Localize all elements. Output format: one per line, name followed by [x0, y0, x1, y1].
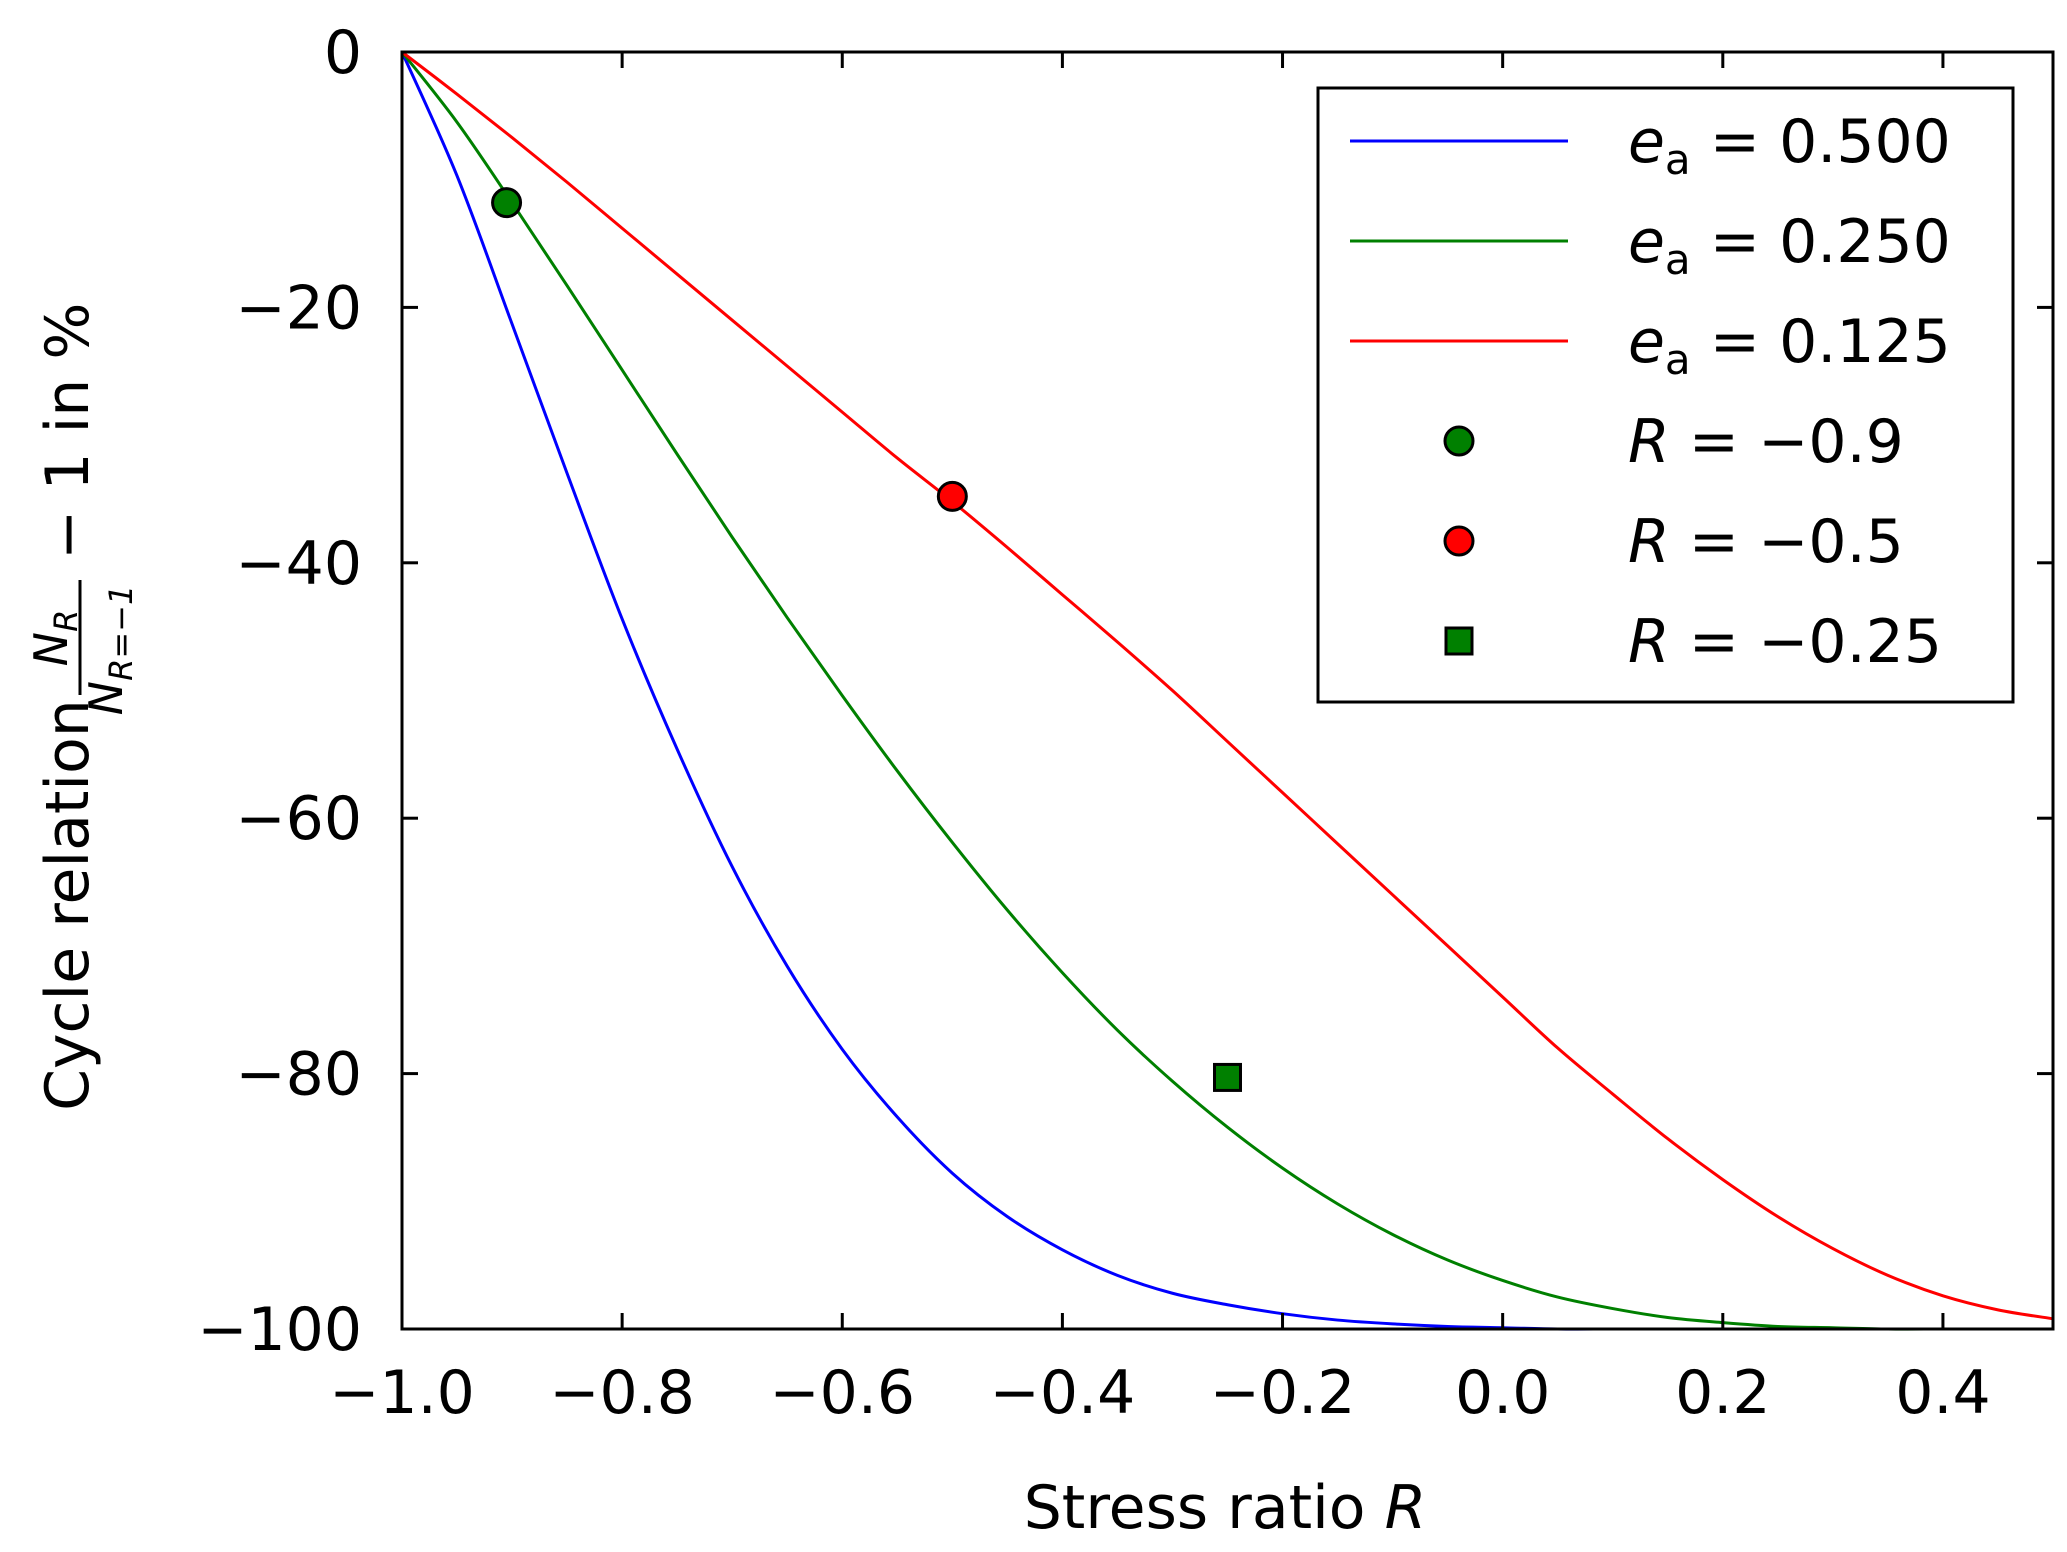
y-axis-title-numerator: NR: [24, 610, 85, 667]
x-axis-title: Stress ratio R: [1024, 1473, 1427, 1543]
legend: ea = 0.500 ea = 0.250 ea = 0.125 R = −0.9 R …: [1316, 86, 2015, 704]
marker-point-0: [491, 187, 523, 219]
y-axis-title-suffix: − 1 in %: [33, 303, 103, 560]
x-axis-title-var: R: [1385, 1473, 1427, 1543]
legend-swatch-3: [1443, 425, 1475, 457]
y-axis-title: Cycle relation NR NR=−1 − 1 in %: [24, 303, 140, 1111]
x-tick-label-0: −1.0: [329, 1358, 475, 1428]
legend-swatch-4: [1443, 525, 1475, 557]
tick-layer: −1.0 −0.8 −0.6 −0.4 −0.2 0.0 0.2 0.4 0 −20 −40 −60 −…: [197, 18, 2053, 1428]
y-tick-label-4: −80: [235, 1040, 362, 1110]
legend-label-2: ea = 0.125: [1628, 307, 1951, 384]
x-tick-label-7: 0.4: [1895, 1358, 1990, 1428]
y-tick-label-5: −100: [197, 1295, 362, 1365]
x-tick-label-2: −0.6: [769, 1358, 915, 1428]
legend-label-4: R = −0.5: [1628, 507, 1904, 577]
x-tick-label-4: −0.2: [1210, 1358, 1356, 1428]
series-line-1: [400, 51, 2053, 1331]
legend-swatch-5: [1444, 626, 1474, 656]
marker-point-1: [936, 480, 968, 512]
x-tick-label-3: −0.4: [990, 1358, 1136, 1428]
series-line-2: [401, 50, 2054, 1321]
marker-layer: [491, 187, 1242, 1092]
x-axis-title-text: Stress ratio: [1024, 1473, 1385, 1543]
y-tick-label-0: 0: [324, 18, 362, 88]
y-axis-title-prefix: Cycle relation: [33, 699, 103, 1111]
y-tick-label-2: −40: [235, 529, 362, 599]
x-tick-label-6: 0.2: [1675, 1358, 1770, 1428]
y-axis-title-denominator: NR=−1: [79, 585, 140, 716]
legend-label-1: ea = 0.250: [1628, 207, 1951, 284]
y-tick-label-1: −20: [235, 273, 362, 343]
y-tick-label-3: −60: [235, 784, 362, 854]
legend-label-0: ea = 0.500: [1628, 107, 1951, 184]
legend-label-5: R = −0.25: [1628, 607, 1942, 677]
plot-frame: [400, 50, 2055, 1331]
marker-point-2: [1213, 1062, 1242, 1092]
x-tick-label-5: 0.0: [1455, 1358, 1550, 1428]
x-tick-label-1: −0.8: [549, 1358, 695, 1428]
legend-label-3: R = −0.9: [1628, 407, 1904, 477]
legend-box: [1316, 86, 2015, 704]
